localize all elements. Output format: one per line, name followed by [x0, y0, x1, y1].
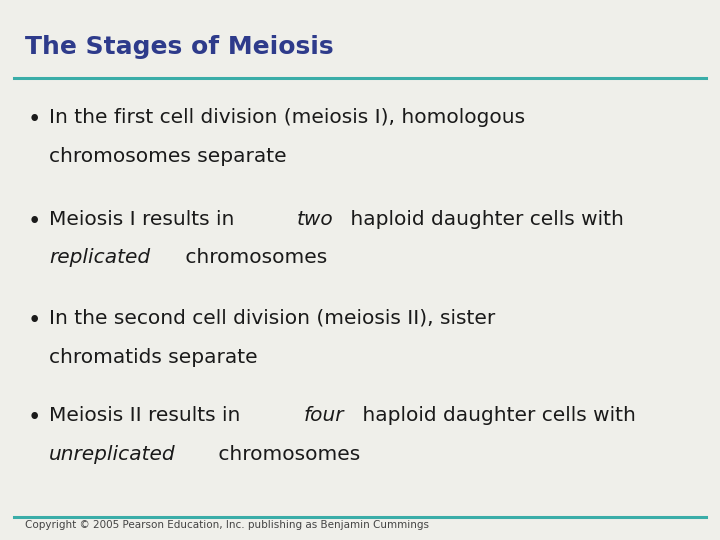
- Text: •: •: [27, 406, 41, 429]
- Text: chromosomes: chromosomes: [212, 445, 361, 464]
- Text: •: •: [27, 108, 41, 131]
- Text: chromosomes separate: chromosomes separate: [49, 147, 287, 166]
- Text: chromatids separate: chromatids separate: [49, 348, 258, 367]
- Text: Meiosis I results in: Meiosis I results in: [49, 210, 240, 228]
- Text: Meiosis II results in: Meiosis II results in: [49, 406, 247, 425]
- Text: In the second cell division (meiosis II), sister: In the second cell division (meiosis II)…: [49, 309, 495, 328]
- Text: In the first cell division (meiosis I), homologous: In the first cell division (meiosis I), …: [49, 108, 525, 127]
- Text: four: four: [304, 406, 345, 425]
- Text: haploid daughter cells with: haploid daughter cells with: [356, 406, 636, 425]
- Text: •: •: [27, 210, 41, 233]
- Text: haploid daughter cells with: haploid daughter cells with: [343, 210, 624, 228]
- Text: chromosomes: chromosomes: [179, 248, 328, 267]
- Text: unreplicated: unreplicated: [49, 445, 176, 464]
- Text: replicated: replicated: [49, 248, 150, 267]
- Text: two: two: [297, 210, 333, 228]
- Text: The Stages of Meiosis: The Stages of Meiosis: [25, 35, 334, 59]
- Text: Copyright © 2005 Pearson Education, Inc. publishing as Benjamin Cummings: Copyright © 2005 Pearson Education, Inc.…: [25, 520, 429, 530]
- Text: •: •: [27, 309, 41, 332]
